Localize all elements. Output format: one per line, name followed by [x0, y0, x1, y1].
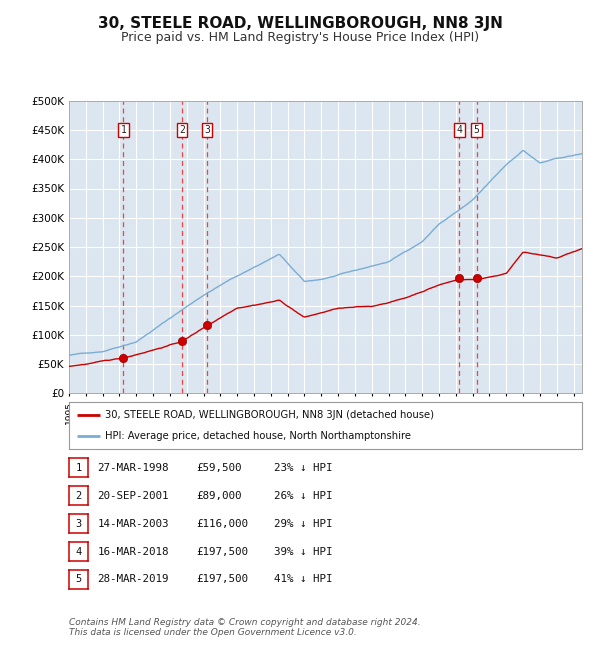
Text: 1: 1	[76, 463, 82, 473]
Text: 23% ↓ HPI: 23% ↓ HPI	[274, 463, 332, 473]
Text: £197,500: £197,500	[196, 575, 248, 584]
Text: Contains HM Land Registry data © Crown copyright and database right 2024.
This d: Contains HM Land Registry data © Crown c…	[69, 618, 421, 637]
Text: 30, STEELE ROAD, WELLINGBOROUGH, NN8 3JN (detached house): 30, STEELE ROAD, WELLINGBOROUGH, NN8 3JN…	[105, 410, 434, 420]
Text: 4: 4	[76, 547, 82, 556]
Text: 2: 2	[76, 491, 82, 500]
Text: 20-SEP-2001: 20-SEP-2001	[97, 491, 169, 500]
Text: 5: 5	[76, 575, 82, 584]
Text: 27-MAR-1998: 27-MAR-1998	[97, 463, 169, 473]
Text: Price paid vs. HM Land Registry's House Price Index (HPI): Price paid vs. HM Land Registry's House …	[121, 31, 479, 44]
Text: 14-MAR-2003: 14-MAR-2003	[97, 519, 169, 528]
Text: 2: 2	[179, 125, 185, 135]
Text: 16-MAR-2018: 16-MAR-2018	[97, 547, 169, 556]
Text: 4: 4	[457, 125, 463, 135]
Text: HPI: Average price, detached house, North Northamptonshire: HPI: Average price, detached house, Nort…	[105, 432, 411, 441]
Text: 30, STEELE ROAD, WELLINGBOROUGH, NN8 3JN: 30, STEELE ROAD, WELLINGBOROUGH, NN8 3JN	[98, 16, 502, 31]
Text: 39% ↓ HPI: 39% ↓ HPI	[274, 547, 332, 556]
Text: £89,000: £89,000	[196, 491, 242, 500]
Text: 3: 3	[204, 125, 210, 135]
Text: 5: 5	[474, 125, 479, 135]
Text: £197,500: £197,500	[196, 547, 248, 556]
Text: 29% ↓ HPI: 29% ↓ HPI	[274, 519, 332, 528]
Text: 1: 1	[121, 125, 126, 135]
Text: 41% ↓ HPI: 41% ↓ HPI	[274, 575, 332, 584]
Text: 28-MAR-2019: 28-MAR-2019	[97, 575, 169, 584]
Text: 3: 3	[76, 519, 82, 528]
Text: £116,000: £116,000	[196, 519, 248, 528]
Text: 26% ↓ HPI: 26% ↓ HPI	[274, 491, 332, 500]
Text: £59,500: £59,500	[196, 463, 242, 473]
